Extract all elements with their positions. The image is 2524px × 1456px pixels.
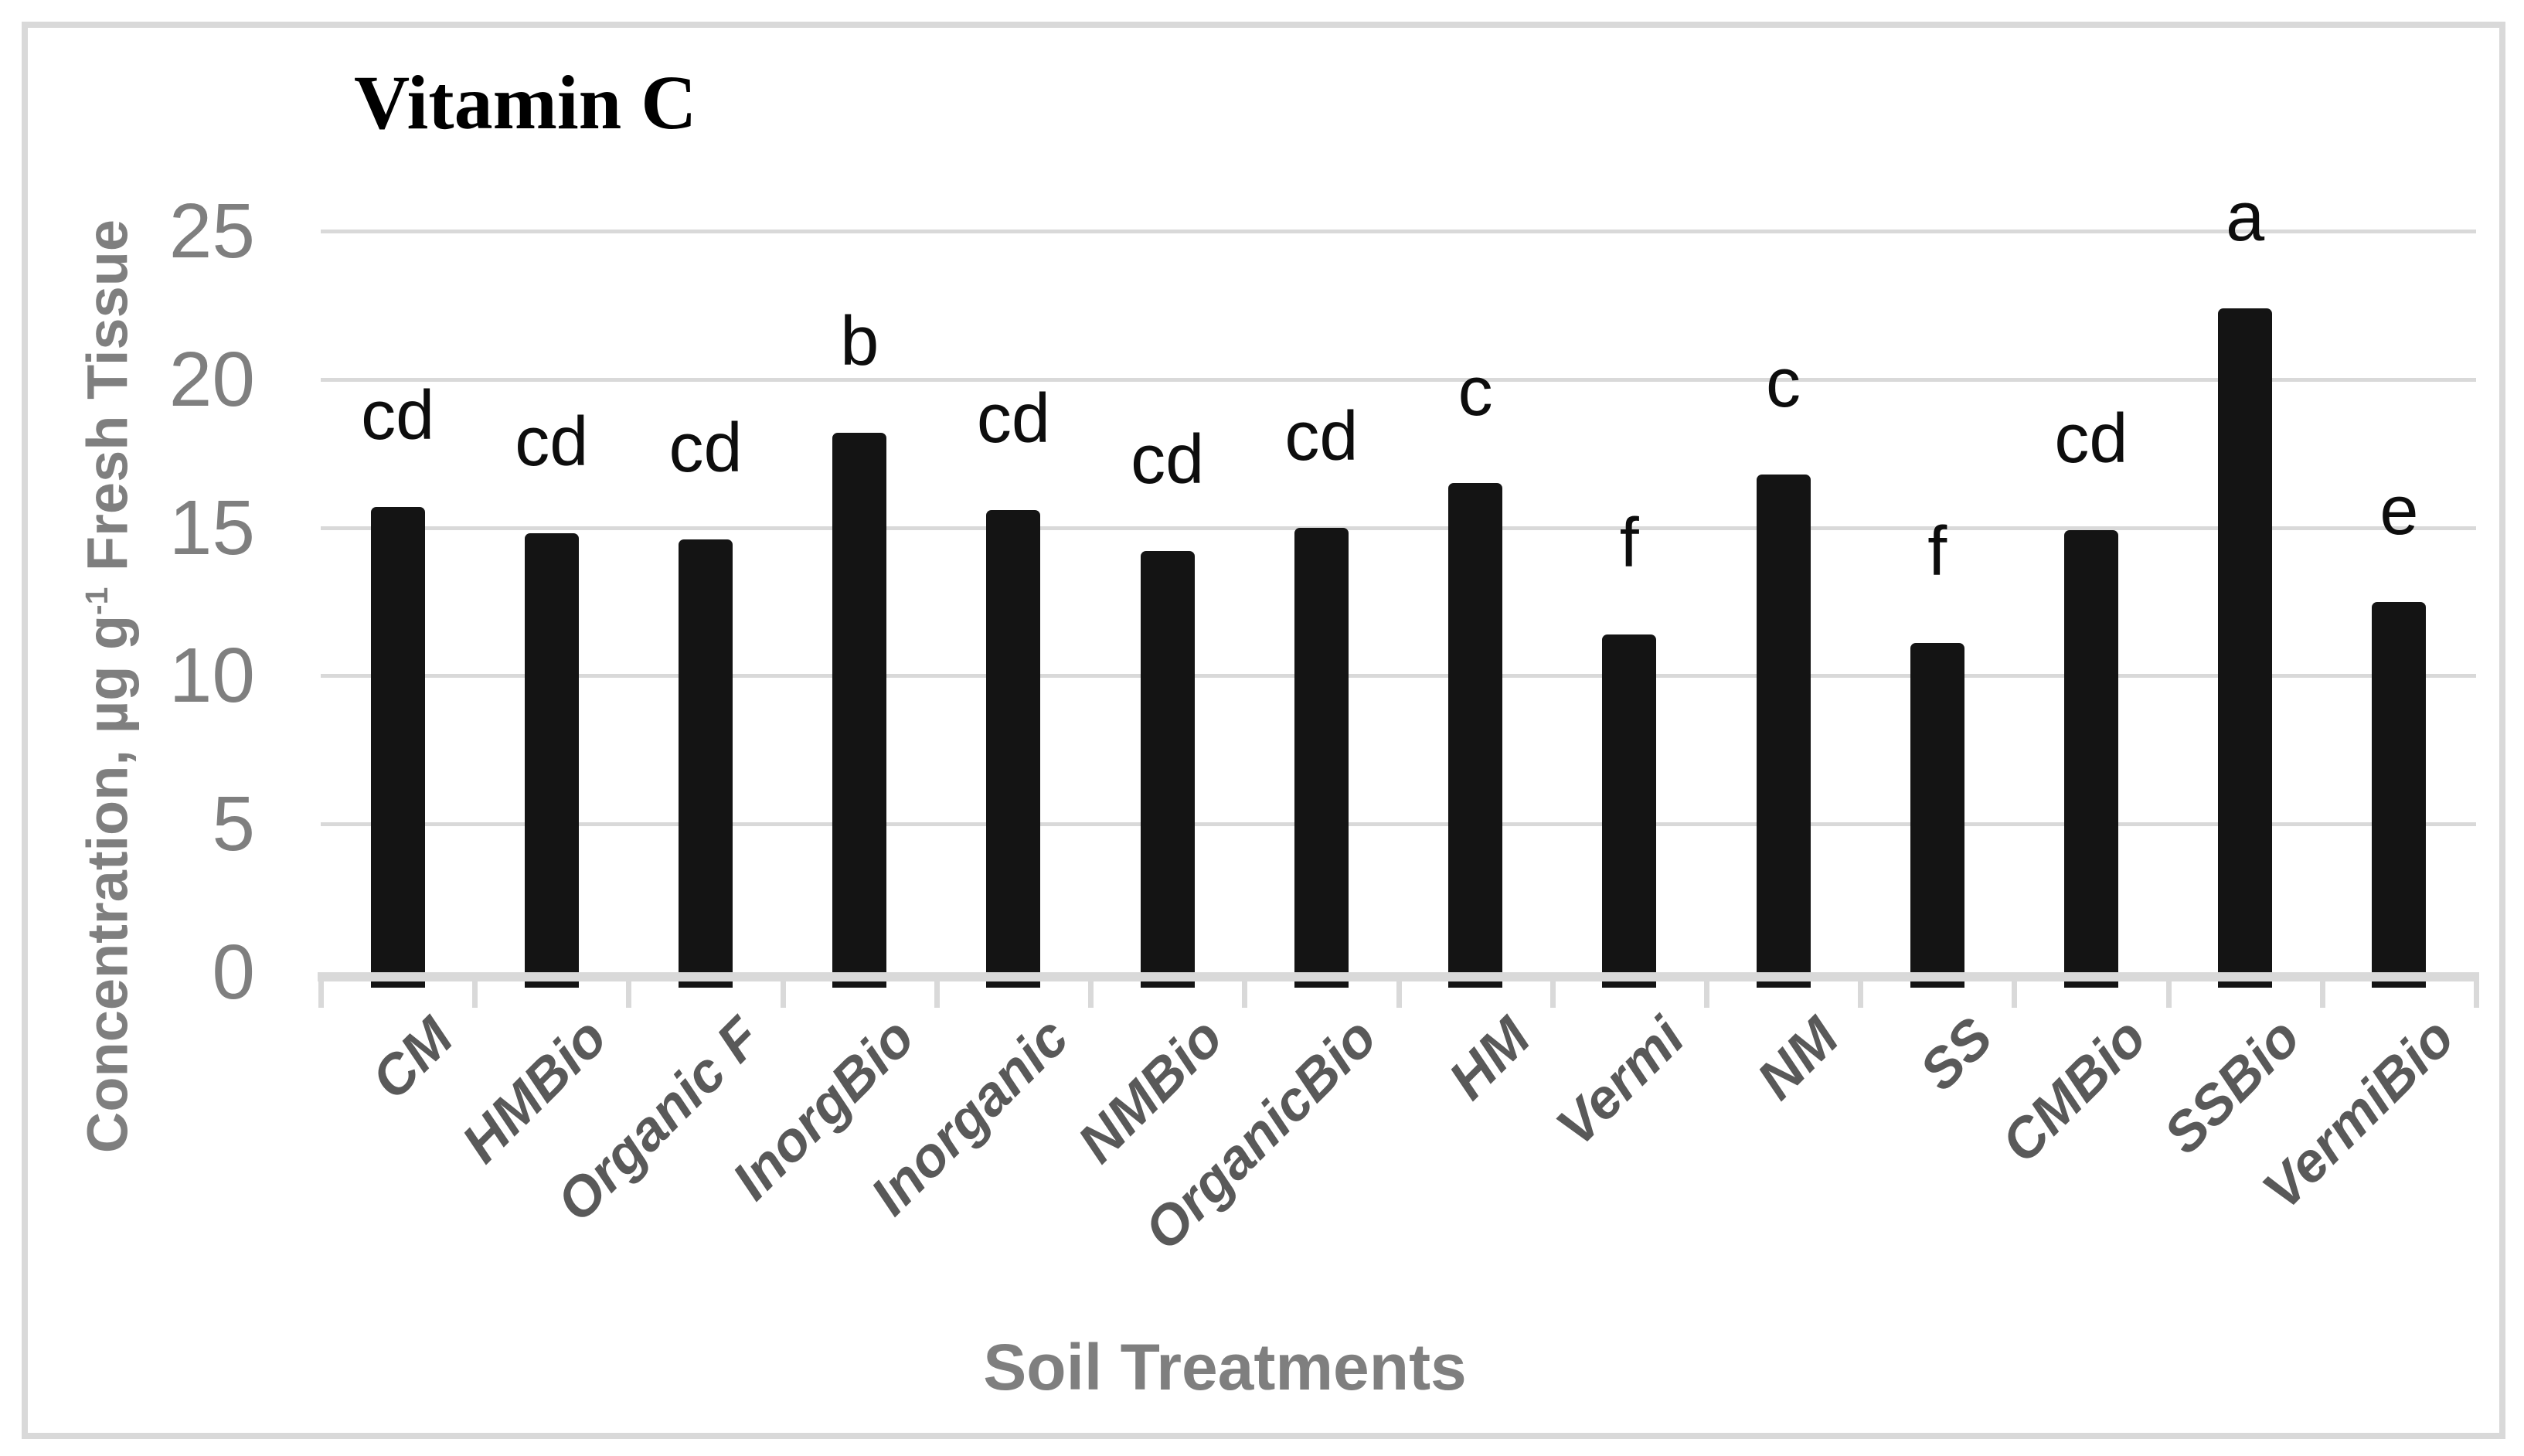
- bar-OrganicBio: [1294, 527, 1349, 988]
- significance-letter-NM: c: [1766, 344, 1801, 422]
- y-tick-label-10: 10: [168, 632, 255, 719]
- gridline-y-20: [321, 377, 2476, 382]
- bar-HM: [1448, 483, 1503, 988]
- significance-letter-NMBio: cd: [1131, 421, 1205, 499]
- y-tick-label-25: 25: [168, 188, 255, 274]
- x-axis-tick: [472, 972, 478, 1008]
- gridline-y-10: [321, 674, 2476, 679]
- x-axis-tick: [780, 972, 786, 1008]
- significance-letter-Vermi: f: [1619, 504, 1639, 582]
- bar-Organic F: [679, 539, 733, 988]
- x-axis-tick: [2474, 972, 2479, 1008]
- significance-letter-Organic F: cd: [668, 409, 743, 487]
- significance-letter-CMBio: cd: [2054, 400, 2128, 478]
- significance-letter-VermiBio: e: [2379, 471, 2419, 549]
- bar-CMBio: [2063, 530, 2118, 988]
- x-axis-tick: [1549, 972, 1556, 1008]
- bar-SSBio: [2218, 308, 2273, 988]
- chart-title: Vitamin C: [354, 60, 697, 145]
- significance-letter-HM: c: [1458, 353, 1493, 431]
- significance-letter-Inorganic: cd: [976, 379, 1050, 458]
- bar-NM: [1756, 474, 1811, 988]
- significance-letter-HMBio: cd: [515, 403, 589, 481]
- y-tick-label-20: 20: [168, 335, 255, 423]
- significance-letter-OrganicBio: cd: [1284, 397, 1359, 475]
- bar-NMBio: [1140, 551, 1195, 988]
- bar-CM: [370, 506, 425, 988]
- bar-InorgBio: [832, 432, 887, 988]
- x-axis-title: Soil Treatments: [983, 1331, 1467, 1403]
- figure-border: [22, 22, 2505, 1439]
- bar-HMBio: [524, 533, 579, 988]
- x-axis-tick: [1242, 972, 1248, 1008]
- x-axis-tick: [2319, 972, 2325, 1008]
- bar-Inorganic: [986, 509, 1041, 988]
- y-tick-label-0: 0: [212, 929, 255, 1015]
- x-axis-tick: [2012, 972, 2018, 1008]
- gridline-y-15: [321, 526, 2476, 530]
- x-axis-tick: [934, 972, 940, 1008]
- x-axis-tick: [1088, 972, 1094, 1008]
- x-axis-tick: [318, 972, 324, 1008]
- significance-letter-SS: f: [1927, 513, 1947, 591]
- y-tick-label-15: 15: [168, 484, 255, 571]
- x-axis-tick: [2165, 972, 2172, 1008]
- gridline-y-25: [321, 230, 2476, 233]
- bar-Vermi: [1602, 634, 1657, 988]
- significance-letter-CM: cd: [361, 376, 435, 454]
- bar-VermiBio: [2372, 601, 2427, 988]
- x-axis-tick: [626, 972, 632, 1008]
- significance-letter-SSBio: a: [2226, 178, 2265, 256]
- y-tick-label-5: 5: [212, 781, 255, 868]
- bar-SS: [1910, 643, 1964, 988]
- gridline-y-5: [321, 822, 2476, 827]
- x-axis-tick: [1858, 972, 1864, 1008]
- x-axis-tick: [1396, 972, 1402, 1008]
- y-axis-title-superscript: -1: [79, 587, 114, 615]
- x-axis-tick: [1703, 972, 1709, 1008]
- significance-letter-InorgBio: b: [840, 302, 879, 380]
